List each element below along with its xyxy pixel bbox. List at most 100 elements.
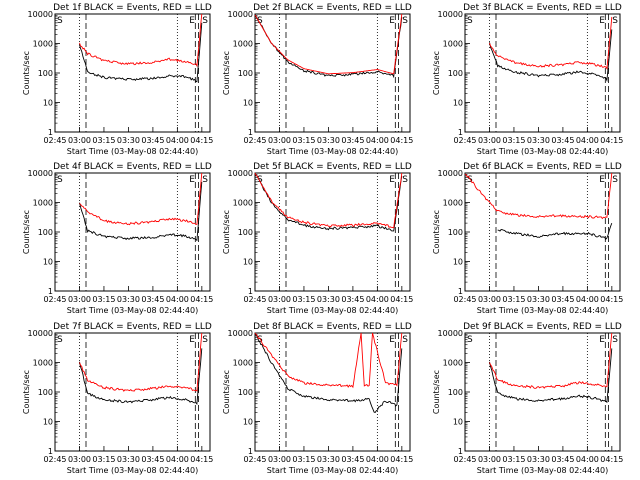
y-axis-label: Counts/sec: [432, 51, 441, 95]
x-tick-label: 02:45: [453, 136, 476, 145]
series-lld-line: [254, 332, 403, 389]
panel-7: Det 7f BLACK = Events, RED = LLD 1 10 100 10…: [22, 322, 213, 475]
x-tick-label: 04:00: [576, 136, 599, 145]
marker-s-right: S: [612, 16, 618, 26]
marker-s-right: S: [202, 16, 208, 26]
x-tick-label: 03:15: [292, 136, 315, 145]
y-axis-label: Counts/sec: [432, 210, 441, 254]
panel-title: Det 8f BLACK = Events, RED = LLD: [253, 322, 412, 332]
series-events-line: [79, 181, 203, 242]
x-tick-label: 04:00: [166, 295, 189, 304]
y-tick-label: 1: [48, 447, 53, 456]
x-tick-label: 03:15: [92, 455, 115, 464]
x-tick-label: 03:00: [478, 455, 501, 464]
y-tick-label: 1: [458, 287, 463, 296]
x-tick-label: 04:00: [576, 455, 599, 464]
y-tick-label: 1000: [33, 40, 53, 49]
series-events-line: [79, 348, 203, 406]
x-tick-label: 02:45: [43, 295, 66, 304]
panel-8: Det 8f BLACK = Events, RED = LLD 1 10 100 10…: [222, 322, 413, 475]
plot-frame: [54, 13, 211, 133]
y-axis-label: Counts/sec: [222, 51, 231, 95]
marker-s-left: S: [257, 335, 263, 345]
x-tick-label: 03:30: [317, 455, 340, 464]
marker-e: E: [599, 335, 605, 345]
y-tick-label: 1: [248, 447, 253, 456]
x-tick-label: 02:45: [243, 295, 266, 304]
plot-frame: [464, 172, 621, 292]
x-tick-label: 03:30: [117, 295, 140, 304]
x-tick-label: 03:00: [268, 455, 291, 464]
y-axis-label: Counts/sec: [22, 210, 31, 254]
y-tick-label: 1: [458, 447, 463, 456]
y-tick-label: 1000: [443, 199, 463, 208]
series-events-line: [254, 13, 403, 79]
x-tick-label: 03:30: [117, 455, 140, 464]
x-tick-label: 04:15: [600, 295, 623, 304]
plot-frame: [54, 332, 211, 452]
x-tick-label: 03:00: [68, 455, 91, 464]
y-tick-label: 100: [448, 388, 463, 397]
y-tick-label: 1000: [233, 359, 253, 368]
x-tick-label: 03:15: [502, 136, 525, 145]
y-tick-label: 10000: [438, 10, 463, 19]
x-tick-label: 03:45: [341, 136, 364, 145]
panel-title: Det 2f BLACK = Events, RED = LLD: [253, 3, 412, 13]
marker-s-left: S: [467, 335, 473, 345]
y-tick-label: 10: [243, 99, 253, 108]
x-axis-label: Start Time (03-May-08 02:44:40): [67, 147, 198, 156]
y-tick-label: 10: [243, 418, 253, 427]
panel-6: Det 6f BLACK = Events, RED = LLD 1 10 100 10…: [432, 162, 623, 315]
x-tick-label: 02:45: [43, 136, 66, 145]
x-tick-label: 04:15: [190, 295, 213, 304]
y-tick-label: 10: [453, 258, 463, 267]
x-tick-label: 04:15: [600, 136, 623, 145]
x-tick-label: 03:30: [117, 136, 140, 145]
x-tick-label: 03:15: [92, 295, 115, 304]
x-tick-label: 03:30: [527, 295, 550, 304]
x-tick-label: 03:00: [268, 136, 291, 145]
x-tick-label: 03:45: [141, 136, 164, 145]
x-tick-label: 03:15: [292, 455, 315, 464]
y-tick-label: 10: [453, 99, 463, 108]
y-tick-label: 100: [238, 228, 253, 237]
marker-e: E: [599, 175, 605, 185]
x-tick-label: 03:45: [551, 295, 574, 304]
series-lld-line: [79, 172, 203, 226]
y-tick-label: 1: [48, 287, 53, 296]
marker-e: E: [189, 175, 195, 185]
y-tick-label: 1: [48, 128, 53, 137]
y-tick-label: 1: [458, 128, 463, 137]
x-tick-label: 03:30: [317, 295, 340, 304]
series-events-line: [497, 222, 613, 240]
x-tick-label: 03:00: [68, 295, 91, 304]
x-tick-label: 04:00: [576, 295, 599, 304]
x-tick-label: 02:45: [453, 455, 476, 464]
marker-s-right: S: [202, 175, 208, 185]
y-tick-label: 10: [43, 99, 53, 108]
marker-s-right: S: [402, 335, 408, 345]
x-tick-label: 04:15: [190, 455, 213, 464]
y-tick-label: 10: [453, 418, 463, 427]
y-tick-label: 10000: [228, 10, 253, 19]
x-tick-label: 03:30: [527, 136, 550, 145]
y-tick-label: 1000: [233, 40, 253, 49]
x-tick-label: 03:30: [527, 455, 550, 464]
marker-e: E: [389, 335, 395, 345]
y-tick-label: 10000: [228, 169, 253, 178]
marker-s-left: S: [57, 16, 63, 26]
x-tick-label: 04:00: [366, 295, 389, 304]
panel-3: Det 3f BLACK = Events, RED = LLD 1 10 100 10…: [432, 3, 623, 156]
y-tick-label: 1: [248, 287, 253, 296]
y-axis-label: Counts/sec: [432, 370, 441, 414]
x-tick-label: 03:15: [502, 295, 525, 304]
x-tick-label: 03:00: [478, 136, 501, 145]
x-tick-label: 04:00: [166, 136, 189, 145]
series-events-line: [489, 29, 613, 83]
x-tick-label: 02:45: [243, 455, 266, 464]
marker-s-right: S: [612, 175, 618, 185]
y-tick-label: 100: [238, 388, 253, 397]
x-tick-label: 04:00: [366, 455, 389, 464]
marker-s-left: S: [467, 175, 473, 185]
